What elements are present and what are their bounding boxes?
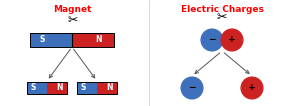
- Bar: [27, 82, 47, 94]
- Bar: [47, 82, 67, 94]
- Bar: [77, 82, 97, 94]
- Text: N: N: [107, 84, 113, 93]
- Text: −: −: [188, 84, 196, 93]
- Text: S: S: [80, 84, 86, 93]
- Text: Electric Charges: Electric Charges: [181, 5, 263, 14]
- Circle shape: [201, 29, 223, 51]
- Bar: [30, 33, 72, 47]
- Text: ✂: ✂: [68, 14, 78, 27]
- Bar: [97, 82, 117, 94]
- Text: ✂: ✂: [217, 11, 227, 24]
- Text: S: S: [40, 36, 45, 45]
- Circle shape: [221, 29, 243, 51]
- Circle shape: [181, 77, 203, 99]
- Bar: [77, 82, 117, 94]
- Text: +: +: [228, 36, 236, 45]
- Bar: [27, 82, 67, 94]
- Text: −: −: [208, 36, 216, 45]
- Circle shape: [241, 77, 263, 99]
- Text: S: S: [30, 84, 36, 93]
- Text: N: N: [57, 84, 63, 93]
- Text: +: +: [248, 84, 256, 93]
- Bar: [30, 33, 114, 47]
- Bar: [72, 33, 114, 47]
- Text: N: N: [96, 36, 102, 45]
- Text: Magnet: Magnet: [53, 5, 91, 14]
